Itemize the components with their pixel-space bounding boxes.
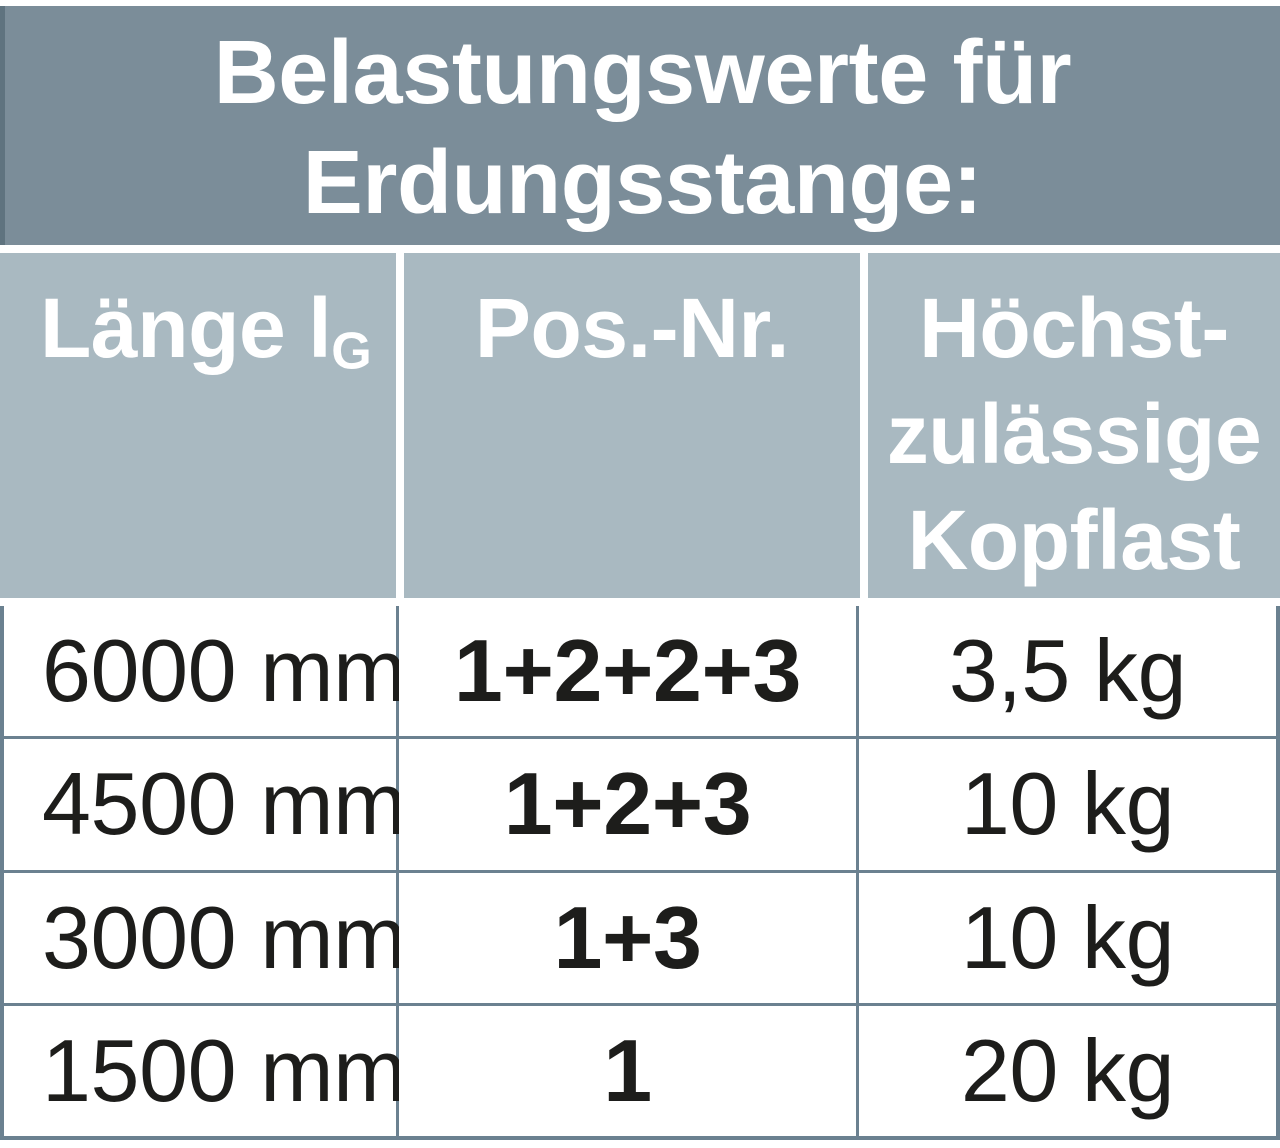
column-header-kopflast-line-1: Höchst- [919,281,1229,375]
cell-load-row2: 10 kg [859,739,1276,870]
column-header-kopflast-line-2: zulässige [886,387,1262,481]
table-title-line-1: Belastungswerte für [213,22,1072,123]
cell-pos-row3: 1+3 [399,872,856,1003]
cell-pos-row2: 1+2+3 [399,739,856,870]
column-header-laenge-label: Länge l [40,281,332,375]
cell-load-row4: 20 kg [859,1005,1276,1136]
column-header-laenge-subscript: G [331,322,372,381]
table-title: Belastungswerte für Erdungsstange: [0,6,1280,245]
cell-load-row1: 3,5 kg [859,606,1276,737]
cell-load-row3: 10 kg [859,872,1276,1003]
cell-pos-row4: 1 [399,1005,856,1136]
cell-length-row3: 3000 mm [4,872,406,1003]
cell-length-row4: 1500 mm [4,1005,406,1136]
column-header-pos-nr: Pos.-Nr. [404,253,860,598]
column-header-kopflast-line-3: Kopflast [907,493,1241,587]
cell-length-row2: 4500 mm [4,739,406,870]
header-body-divider [0,598,1280,606]
table-body: 6000 mm 1+2+2+3 3,5 kg 4500 mm 1+2+3 10 … [0,606,1280,1140]
table-title-line-2: Erdungsstange: [302,132,983,233]
column-header-kopflast: Höchst- zulässige Kopflast [868,253,1280,598]
table-header-row: Länge lG Pos.-Nr. Höchst- zulässige Kopf… [0,253,1280,598]
column-header-laenge: Länge lG [0,253,396,598]
title-header-divider [0,245,1280,253]
cell-length-row1: 6000 mm [4,606,406,737]
cell-pos-row1: 1+2+2+3 [399,606,856,737]
